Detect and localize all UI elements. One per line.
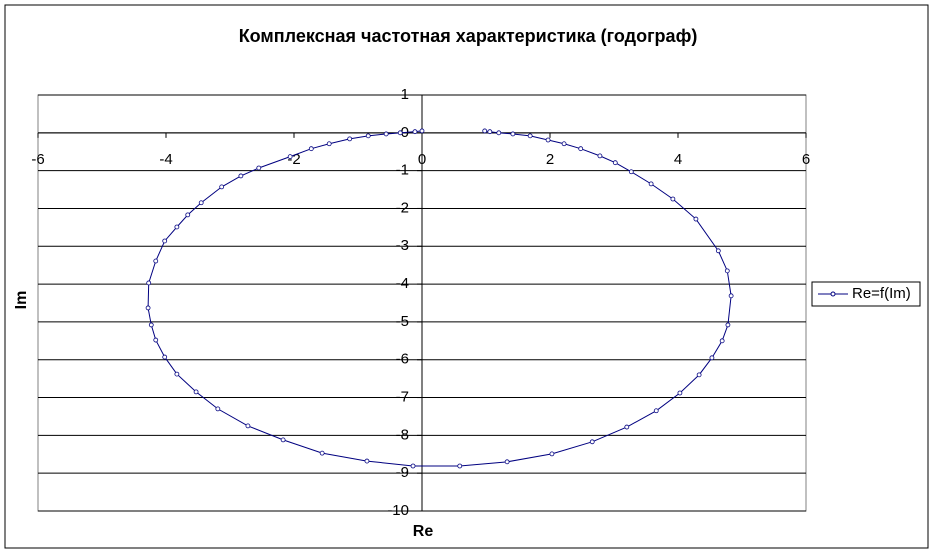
y-axis-label: Im (13, 291, 30, 310)
data-point (496, 130, 502, 136)
data-point (549, 451, 555, 457)
data-point (383, 131, 389, 137)
data-point (326, 141, 332, 147)
data-point (728, 293, 734, 299)
x-tick-label: 4 (674, 151, 682, 168)
data-point (410, 463, 416, 469)
data-point (308, 146, 314, 152)
x-tick-label: 2 (546, 151, 554, 168)
legend-label: Re=f(Im) (852, 285, 911, 302)
y-tick-label: -10 (387, 502, 409, 519)
data-point (145, 305, 151, 311)
data-point (725, 322, 731, 328)
data-point (412, 129, 418, 135)
data-point (457, 463, 463, 469)
y-tick-label: -9 (396, 464, 409, 481)
data-point (589, 439, 595, 445)
chart-title: Комплексная частотная характеристика (го… (239, 26, 698, 46)
data-point (561, 141, 567, 147)
data-point (280, 437, 286, 443)
x-tick-label: 6 (802, 151, 810, 168)
data-point (693, 216, 699, 222)
data-point (487, 129, 493, 135)
y-tick-label: -6 (396, 351, 409, 368)
data-point (198, 200, 204, 206)
data-point (709, 355, 715, 361)
y-tick-label: -1 (396, 162, 409, 179)
data-point (397, 130, 403, 136)
y-tick-label: -5 (396, 313, 409, 330)
data-point (245, 423, 251, 429)
data-point (365, 133, 371, 139)
series-line (147, 130, 732, 467)
y-tick-label: -7 (396, 389, 409, 406)
data-point (153, 258, 159, 264)
data-point (174, 371, 180, 377)
data-point (148, 322, 154, 328)
data-point (653, 408, 659, 414)
data-point (287, 154, 293, 160)
data-point (648, 181, 654, 187)
x-tick-label: -4 (159, 151, 172, 168)
data-point (696, 372, 702, 378)
y-tick-label: 1 (401, 86, 409, 103)
data-point (670, 196, 676, 202)
data-point (185, 212, 191, 218)
data-point (347, 136, 353, 142)
data-point (482, 128, 488, 134)
data-point (256, 165, 262, 171)
data-point (628, 169, 634, 175)
data-point (219, 184, 225, 190)
data-point (162, 238, 168, 244)
data-point (724, 268, 730, 274)
data-point (162, 354, 168, 360)
x-axis-label: Re (413, 523, 434, 540)
x-tick-label: -6 (31, 151, 44, 168)
data-point (174, 224, 180, 230)
data-point (624, 424, 630, 430)
y-tick-label: -8 (396, 426, 409, 443)
data-point (193, 389, 199, 395)
legend-marker (830, 291, 836, 297)
data-point (578, 146, 584, 152)
data-point (715, 248, 721, 254)
data-point (719, 338, 725, 344)
data-point (510, 131, 516, 137)
data-point (419, 128, 425, 134)
data-point (527, 133, 533, 139)
data-point (545, 137, 551, 143)
data-point (215, 406, 221, 412)
y-tick-label: -4 (396, 275, 409, 292)
y-tick-label: -3 (396, 237, 409, 254)
data-point (364, 458, 370, 464)
data-point (597, 153, 603, 159)
data-point (153, 337, 159, 343)
y-tick-label: -2 (396, 199, 409, 216)
data-point (319, 450, 325, 456)
data-point (612, 160, 618, 166)
data-point (504, 459, 510, 465)
data-point (238, 173, 244, 179)
data-point (146, 280, 152, 286)
data-point (677, 390, 683, 396)
